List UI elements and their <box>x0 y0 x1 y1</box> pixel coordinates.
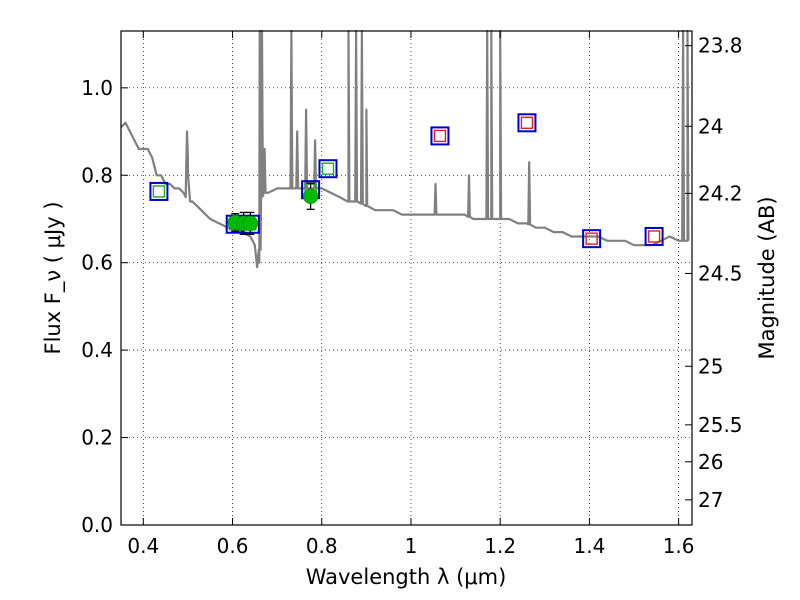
observed-point <box>302 188 319 204</box>
right-axis-tick-label: 25.5 <box>698 413 743 437</box>
model-square-marker <box>644 226 664 246</box>
model-inner-red-marker <box>520 116 534 130</box>
x-tick-label: 1.2 <box>484 534 516 558</box>
x-tick-label: 1.6 <box>663 534 695 558</box>
tick-labels: 0.4 0.6 0.8 1 1.2 1.4 1.6 0.0 0.2 0.4 0.6 0.8 1.0 23.… <box>81 34 742 558</box>
axis-ticks <box>121 31 692 526</box>
right-axis-tick-label: 25 <box>698 354 723 378</box>
model-square-marker <box>430 126 450 146</box>
y-tick-label: 0.8 <box>81 163 113 187</box>
model-inner-green-marker <box>152 185 166 198</box>
x-tick-label: 0.6 <box>217 534 249 558</box>
x-tick-label: 0.4 <box>127 534 159 558</box>
right-axis-title: Magnitude (AB) <box>755 196 779 359</box>
x-tick-label: 0.8 <box>306 534 338 558</box>
grid-lines <box>121 31 692 526</box>
model-square-marker <box>517 113 537 133</box>
model-square-marker <box>149 181 169 201</box>
observed-point <box>242 215 259 232</box>
x-tick-label: 1.4 <box>573 534 605 558</box>
photometry-markers <box>149 113 664 249</box>
right-axis-tick-label: 24.5 <box>698 261 743 285</box>
right-axis-tick-label: 24 <box>698 114 723 138</box>
right-axis-tick-label: 23.8 <box>698 34 743 58</box>
model-inner-red-marker <box>585 232 598 245</box>
model-inner-red-marker <box>647 230 661 243</box>
x-axis-title: Wavelength λ (μm) <box>306 565 507 589</box>
right-axis-tick-label: 27 <box>698 488 723 512</box>
spectrum-line <box>120 29 690 269</box>
y-tick-label: 1.0 <box>81 76 113 100</box>
model-inner-green-marker <box>321 162 335 175</box>
x-tick-label: 1 <box>405 534 418 558</box>
right-axis-tick-label: 26 <box>698 450 723 474</box>
y-tick-label: 0.6 <box>81 251 113 275</box>
right-axis-tick-label: 24.2 <box>698 181 743 205</box>
spectrum-series <box>120 29 690 269</box>
model-inner-red-marker <box>433 129 447 143</box>
y-tick-label: 0.4 <box>81 338 113 362</box>
model-square-marker <box>318 159 338 179</box>
model-square-marker <box>582 229 602 249</box>
y-axis-title: Flux F_ν ( μJy ) <box>41 201 66 354</box>
plot-frame <box>120 30 693 526</box>
y-tick-label: 0.0 <box>81 513 113 537</box>
y-tick-label: 0.2 <box>81 426 113 450</box>
